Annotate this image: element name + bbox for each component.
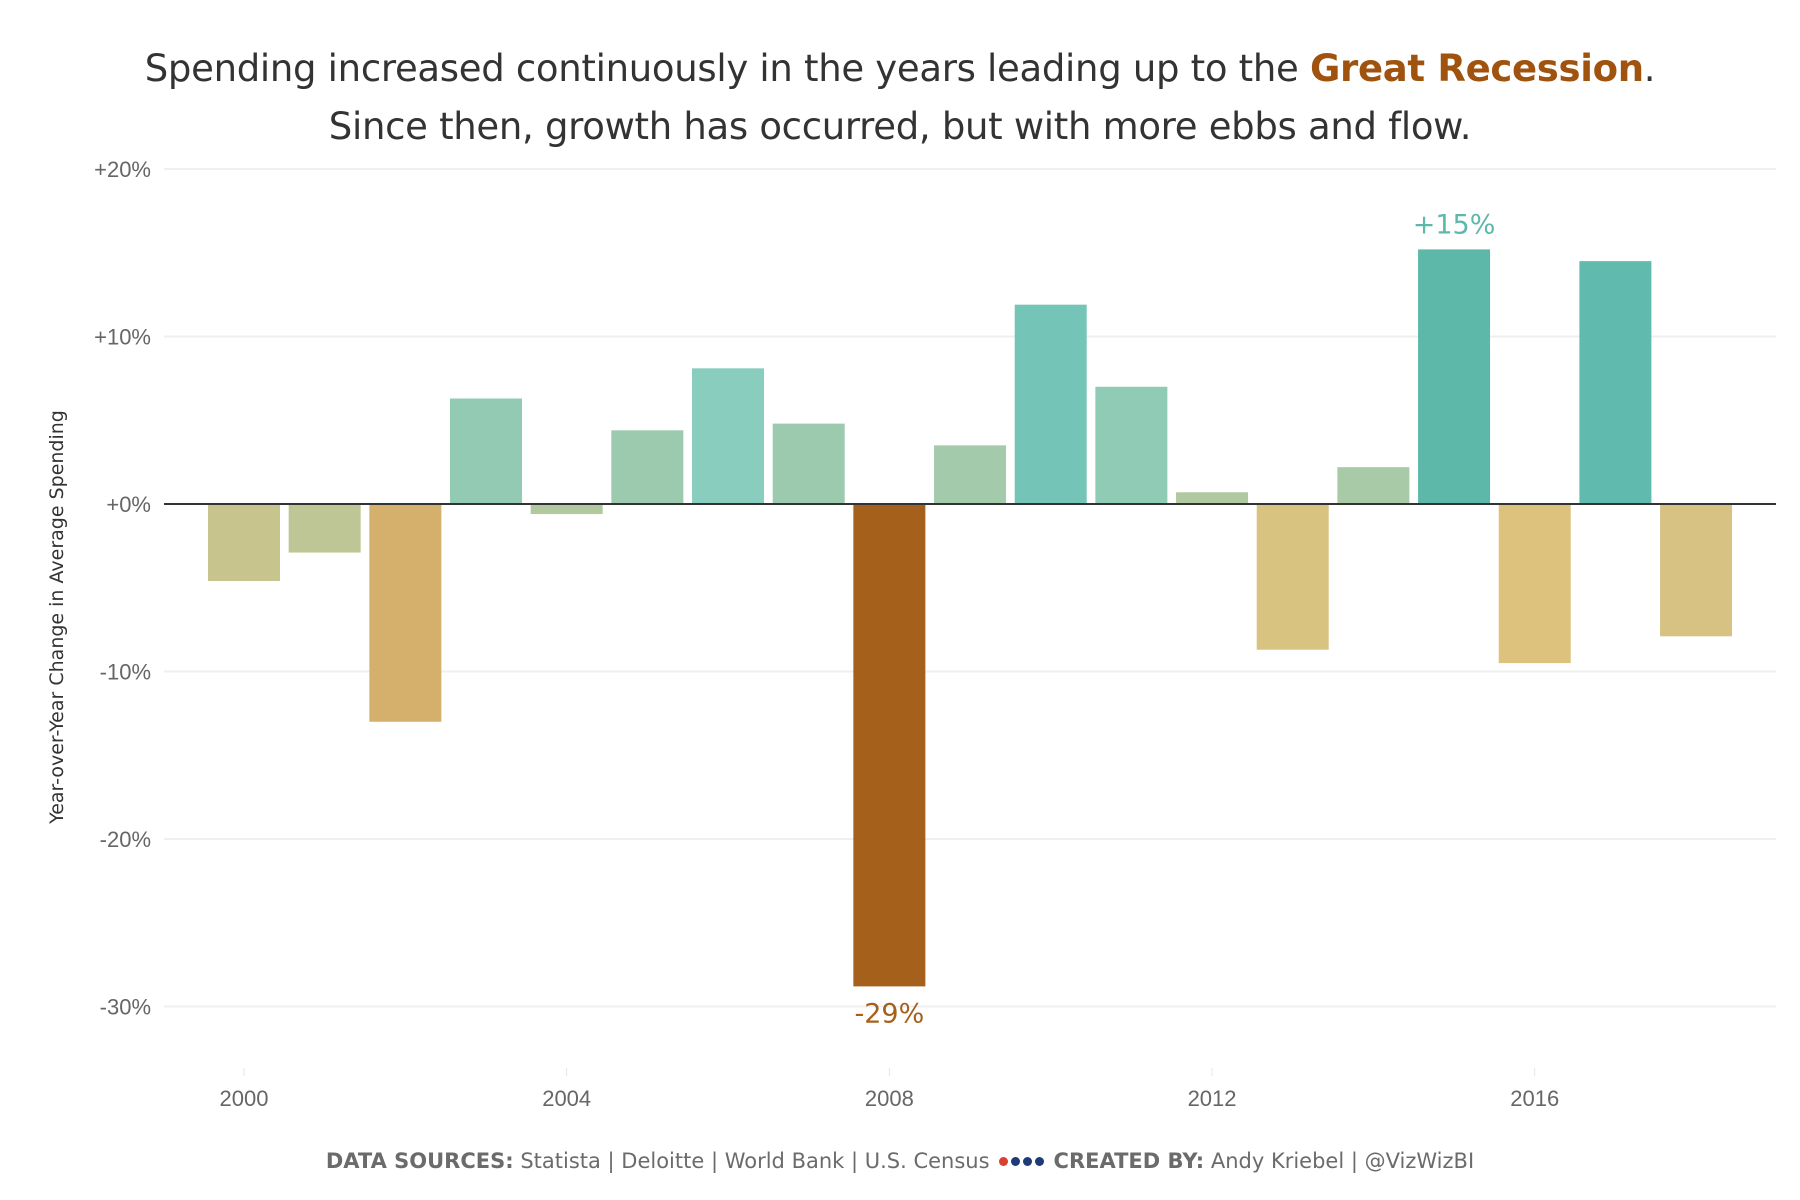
bar-2015[interactable] xyxy=(1418,249,1491,503)
created-by-text: Andy Kriebel | @VizWizBI xyxy=(1204,1149,1475,1173)
bar-2012[interactable] xyxy=(1176,492,1249,503)
data-label-2008: -29% xyxy=(854,998,924,1029)
bar-2014[interactable] xyxy=(1337,467,1410,503)
bar-2006[interactable] xyxy=(692,368,765,503)
gridlines xyxy=(164,168,1776,1008)
x-tick-label: 2004 xyxy=(542,1086,591,1111)
title-line-1-suffix: . xyxy=(1643,47,1656,90)
bar-2011[interactable] xyxy=(1095,386,1168,503)
bar-2004[interactable] xyxy=(530,505,603,515)
separator-dot xyxy=(1011,1156,1021,1166)
chart-title: Spending increased continuously in the y… xyxy=(0,40,1800,156)
title-line-2: Since then, growth has occurred, but wit… xyxy=(328,105,1472,148)
x-axis-ticks: 2000 2004 2008 2012 2016 xyxy=(220,1068,1559,1111)
y-tick-label: +0% xyxy=(106,492,151,517)
x-tick-label: 2000 xyxy=(220,1086,269,1111)
bar-2017[interactable] xyxy=(1579,261,1652,503)
y-tick-label: +20% xyxy=(94,157,151,182)
y-tick-label: +10% xyxy=(94,325,151,350)
bar-2007[interactable] xyxy=(772,423,845,503)
bar-2008[interactable] xyxy=(853,505,926,987)
data-sources-text: Statista | Deloitte | World Bank | U.S. … xyxy=(513,1149,990,1173)
separator-dot xyxy=(1035,1156,1045,1166)
y-tick-label: -20% xyxy=(100,827,151,852)
separator-dots xyxy=(998,1149,1046,1173)
y-axis-ticks: +20% +10% +0% -10% -20% -30% xyxy=(94,157,151,1020)
bars xyxy=(208,249,1733,987)
x-tick-label: 2012 xyxy=(1188,1086,1237,1111)
bar-2016[interactable] xyxy=(1498,505,1571,664)
bar-2000[interactable] xyxy=(208,505,280,582)
y-tick-label: -30% xyxy=(100,995,151,1020)
x-tick-label: 2008 xyxy=(865,1086,914,1111)
bar-2001[interactable] xyxy=(288,505,361,553)
bar-2003[interactable] xyxy=(450,398,523,503)
title-line-1-prefix: Spending increased continuously in the y… xyxy=(144,47,1310,90)
title-line-1: Spending increased continuously in the y… xyxy=(0,40,1800,98)
footer: DATA SOURCES: Statista | Deloitte | Worl… xyxy=(0,1149,1800,1173)
created-by-label: CREATED BY: xyxy=(1053,1149,1205,1173)
data-sources-label: DATA SOURCES: xyxy=(325,1149,514,1173)
annotations: -29% +15% xyxy=(854,209,1495,1029)
bar-2005[interactable] xyxy=(611,430,684,503)
y-axis-label: Year-over-Year Change in Average Spendin… xyxy=(46,410,68,825)
y-tick-label: -10% xyxy=(100,660,151,685)
bar-2009[interactable] xyxy=(934,445,1007,503)
bar-2013[interactable] xyxy=(1256,505,1329,650)
data-label-2015: +15% xyxy=(1413,209,1496,240)
bar-2018[interactable] xyxy=(1660,505,1733,637)
x-tick-label: 2016 xyxy=(1510,1086,1559,1111)
bar-2002[interactable] xyxy=(369,505,442,722)
title-highlight-great-recession: Great Recession xyxy=(1309,47,1644,90)
bar-2010[interactable] xyxy=(1014,304,1087,503)
separator-dot xyxy=(999,1156,1009,1166)
separator-dot xyxy=(1023,1156,1033,1166)
